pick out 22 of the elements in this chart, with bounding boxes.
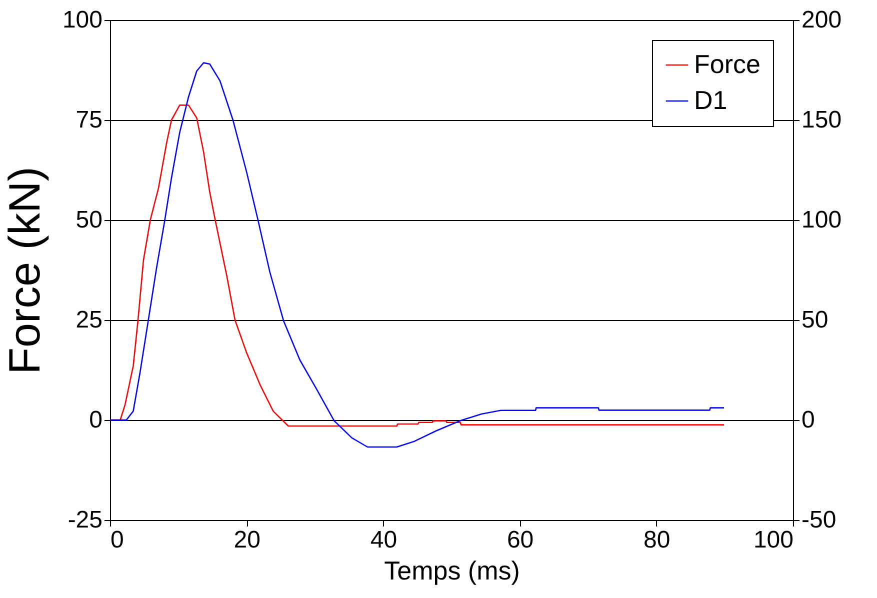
x-tick-label: 40 [370,526,398,554]
legend-label: Force [694,49,760,79]
y-tick-label: 75 [76,106,102,134]
x-tick-label: 60 [506,526,534,554]
y2-tick-label: 50 [802,306,828,334]
y-tick-label: 50 [76,206,102,234]
y-tick-label: 25 [76,306,102,334]
legend-label: D1 [694,85,728,115]
y2-tick-label: 0 [802,406,815,434]
x-tick-label: 80 [644,526,670,554]
y-tick-label: 100 [62,6,102,34]
x-tick-label: 20 [234,526,260,554]
y-tick-label: 0 [89,406,102,434]
y-axis-title: Force (kN) [0,166,50,374]
x-tick-label: 0 [110,526,124,554]
y2-tick-label: -50 [802,506,836,534]
x-tick-label: 100 [753,526,794,554]
y2-tick-label: 100 [802,206,842,234]
y2-tick-label: 200 [802,6,842,34]
y-tick-label: -25 [68,506,102,534]
x-axis-title: Temps (ms) [384,556,520,586]
y2-tick-label: 150 [802,106,842,134]
